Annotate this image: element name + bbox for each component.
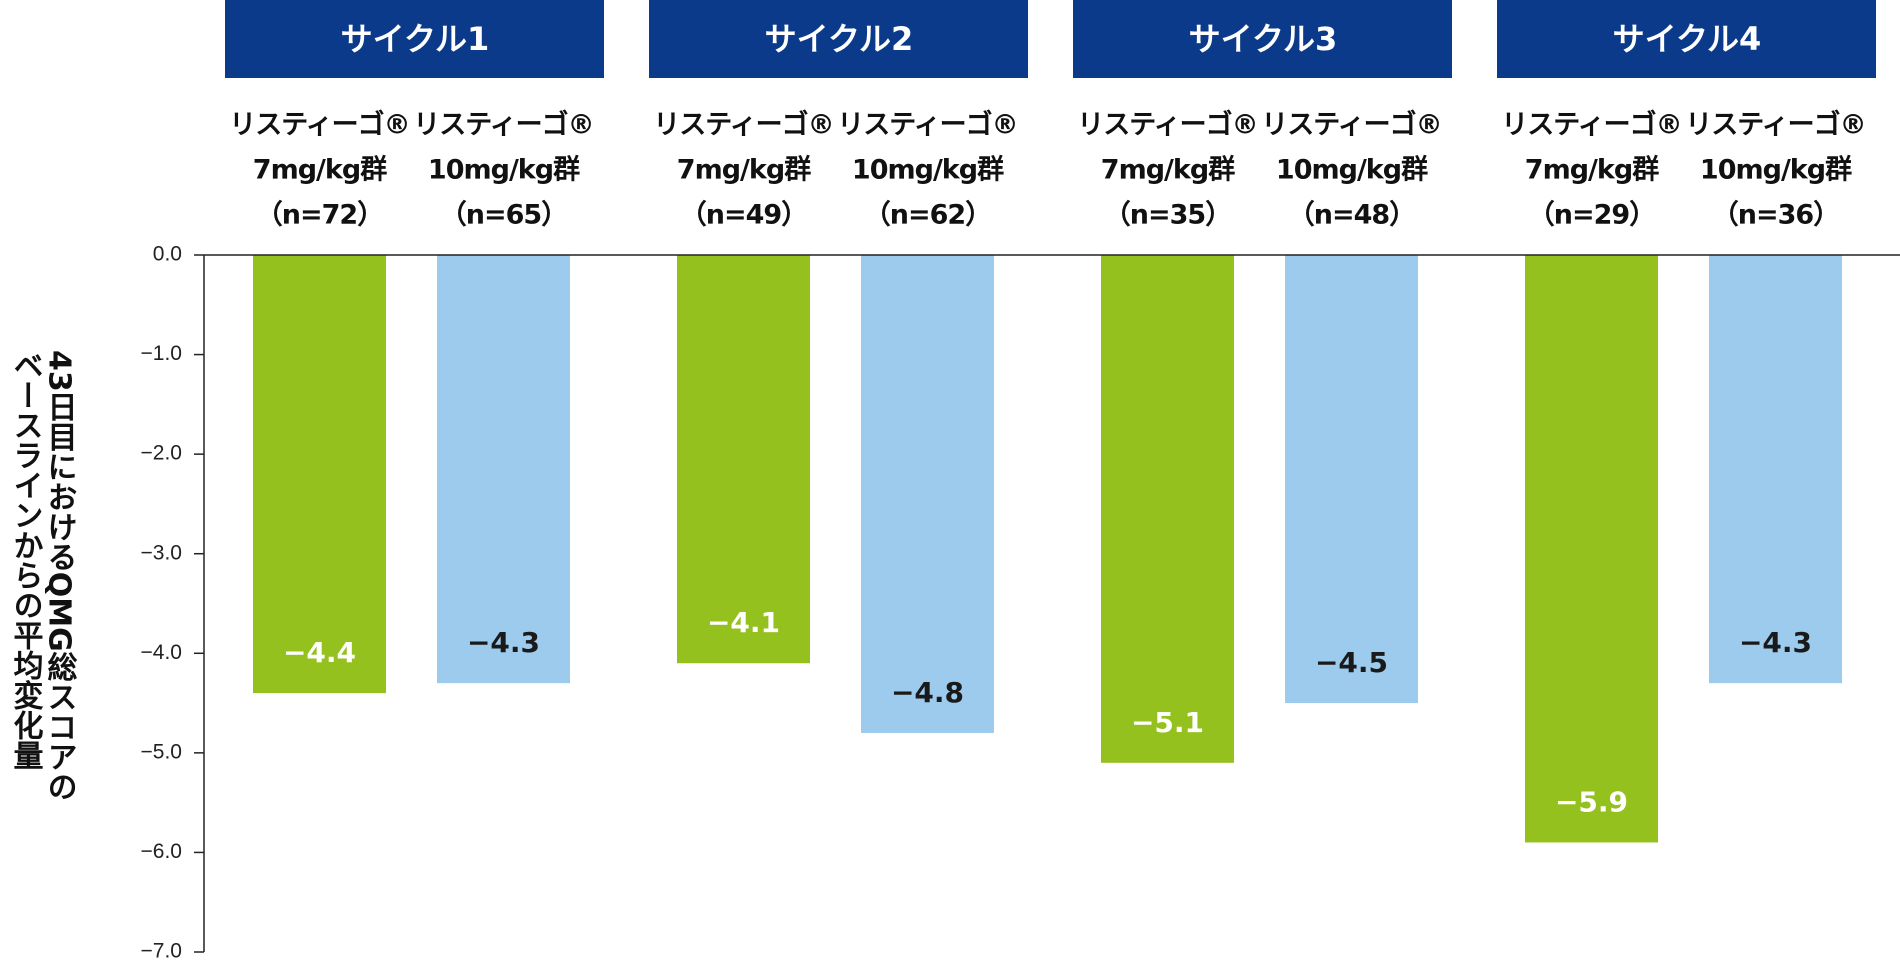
value-label: −4.4 [283,636,356,669]
value-label: −4.5 [1315,646,1388,679]
y-tick-label: −3.0 [141,541,182,564]
cycle-label: サイクル1 [341,20,490,58]
bar-header-label: （n=48） [1288,200,1415,231]
value-label: −5.9 [1555,785,1628,818]
y-axis-label: 43日目におけるQMG総スコアの [42,350,78,802]
bar-header-label: リスティーゴ® [229,109,409,141]
value-label: −4.8 [891,676,964,709]
bar-header-label: リスティーゴ® [1501,109,1681,141]
bar [253,255,386,694]
y-tick-label: −1.0 [141,342,182,365]
cycle-label: サイクル3 [1189,20,1338,58]
bar-header-label: （n=35） [1104,200,1231,231]
value-label: −4.1 [707,606,780,639]
bar [1101,255,1234,763]
bar-header-label: （n=29） [1528,200,1655,231]
y-axis-label: ベースラインからの平均変化量 [8,350,44,770]
bar-header-label: リスティーゴ® [1685,109,1865,141]
y-tick-label: 0.0 [153,243,182,266]
bar-header-label: 10mg/kg群 [852,155,1004,186]
bar-header-label: 10mg/kg群 [1276,155,1428,186]
bar [437,255,570,684]
bar-header-label: 10mg/kg群 [1700,155,1852,186]
cycle-header [225,0,604,78]
bar-header-label: 7mg/kg群 [677,155,811,186]
bar-header-label: 7mg/kg群 [1525,155,1659,186]
y-tick-label: −5.0 [141,740,182,763]
value-label: −5.1 [1131,706,1204,739]
cycle-header [1497,0,1876,78]
bar [1525,255,1658,843]
bar-header-label: 10mg/kg群 [428,155,580,186]
bar-header-label: （n=49） [680,200,807,231]
y-tick-label: −2.0 [141,442,182,465]
bar-header-label: （n=65） [440,200,567,231]
bar [1709,255,1842,684]
bar [861,255,994,733]
bar-header-label: （n=62） [864,200,991,231]
bar-header-label: （n=36） [1712,200,1839,231]
y-tick-label: −4.0 [141,641,182,664]
cycle-header [1073,0,1452,78]
bar-header-label: リスティーゴ® [653,109,833,141]
cycle-header [649,0,1028,78]
y-tick-label: −7.0 [141,940,182,963]
cycle-label: サイクル2 [765,20,914,58]
bar-header-label: 7mg/kg群 [1101,155,1235,186]
bar-header-label: リスティーゴ® [1261,109,1441,141]
bar-header-label: 7mg/kg群 [253,155,387,186]
y-tick-label: −6.0 [141,840,182,863]
value-label: −4.3 [467,626,540,659]
bar-header-label: （n=72） [256,200,383,231]
value-label: −4.3 [1739,626,1812,659]
bar [1285,255,1418,704]
bar-header-label: リスティーゴ® [1077,109,1257,141]
cycle-label: サイクル4 [1613,20,1762,58]
bar-header-label: リスティーゴ® [837,109,1017,141]
bar [677,255,810,664]
bar-header-label: リスティーゴ® [413,109,593,141]
